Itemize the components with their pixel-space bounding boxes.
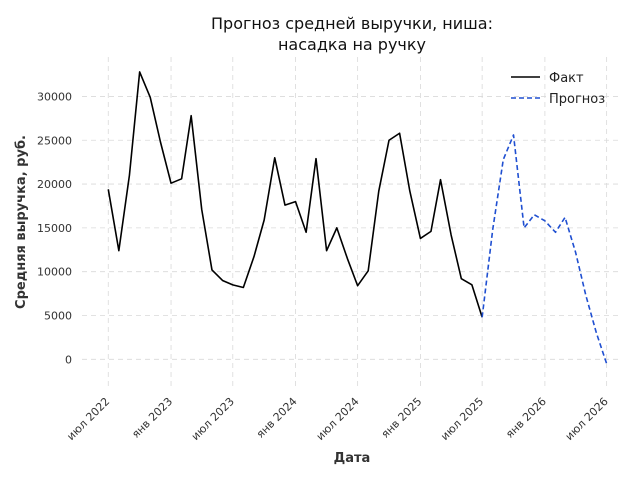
y-tick-label: 25000 xyxy=(37,134,72,147)
y-tick-label: 30000 xyxy=(37,90,72,103)
chart-title-line-2: насадка на ручку xyxy=(278,35,426,54)
x-axis-label: Дата xyxy=(334,451,371,466)
x-tick-label: янв 2023 xyxy=(129,395,175,441)
x-tick-label: июл 2023 xyxy=(189,395,237,443)
y-tick-label: 20000 xyxy=(37,178,72,191)
series-line-forecast xyxy=(481,134,608,364)
x-tick-label: июл 2025 xyxy=(438,395,486,443)
y-tick-label: 15000 xyxy=(37,222,72,235)
legend-label-fact: Факт xyxy=(549,71,584,86)
y-tick-labels: 0 5000 10000 15000 20000 25000 30000 xyxy=(37,90,72,366)
legend-label-forecast: Прогноз xyxy=(549,92,605,107)
chart-title-line-1: Прогноз средней выручки, ниша: xyxy=(211,14,493,33)
y-tick-label: 5000 xyxy=(44,310,72,323)
x-tick-label: янв 2026 xyxy=(503,395,549,441)
series-line-fact xyxy=(107,71,483,318)
x-tick-label: янв 2025 xyxy=(379,395,425,441)
y-axis-label: Средняя выручка, руб. xyxy=(14,135,29,309)
y-tick-label: 0 xyxy=(65,353,72,366)
y-tick-label: 10000 xyxy=(37,266,72,279)
series-lines xyxy=(107,71,608,364)
grid-lines xyxy=(82,57,622,390)
x-tick-labels: июл 2022 янв 2023 июл 2023 янв 2024 июл 2024… xyxy=(64,395,610,443)
legend: Факт Прогноз xyxy=(511,71,605,107)
x-tick-label: янв 2024 xyxy=(254,395,300,441)
x-tick-label: июл 2024 xyxy=(314,395,362,443)
x-tick-label: июл 2022 xyxy=(64,395,112,443)
x-tick-label: июл 2026 xyxy=(563,395,611,443)
